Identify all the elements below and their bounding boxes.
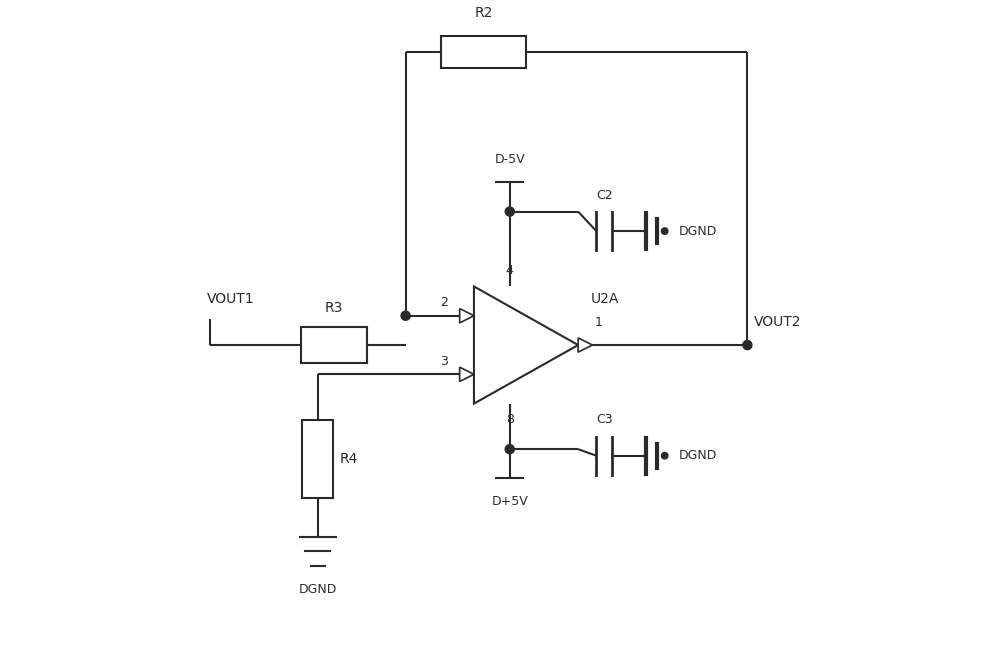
Polygon shape [460,309,474,323]
Bar [302,420,333,498]
Circle shape [661,452,668,459]
Text: C2: C2 [596,189,612,202]
Text: VOUT2: VOUT2 [754,314,801,329]
Text: D+5V: D+5V [491,495,528,508]
Text: 1: 1 [594,316,602,329]
Text: D-5V: D-5V [494,153,525,166]
Polygon shape [578,338,592,352]
Circle shape [401,311,410,320]
Text: R4: R4 [340,452,358,466]
Text: VOUT1: VOUT1 [207,292,255,306]
Circle shape [743,340,752,350]
Text: 8: 8 [506,413,514,426]
Polygon shape [460,367,474,381]
Bar [301,327,367,363]
Text: R3: R3 [325,301,343,316]
Text: 2: 2 [440,296,448,309]
Bar [441,36,526,68]
Text: C3: C3 [596,413,612,426]
Circle shape [505,445,514,454]
Text: 4: 4 [506,264,514,277]
Text: DGND: DGND [679,449,717,462]
Polygon shape [474,286,578,404]
Text: DGND: DGND [299,583,337,596]
Circle shape [505,207,514,216]
Text: U2A: U2A [591,292,620,306]
Text: R2: R2 [475,5,493,20]
Text: 3: 3 [440,355,448,368]
Text: DGND: DGND [679,225,717,238]
Circle shape [661,228,668,234]
